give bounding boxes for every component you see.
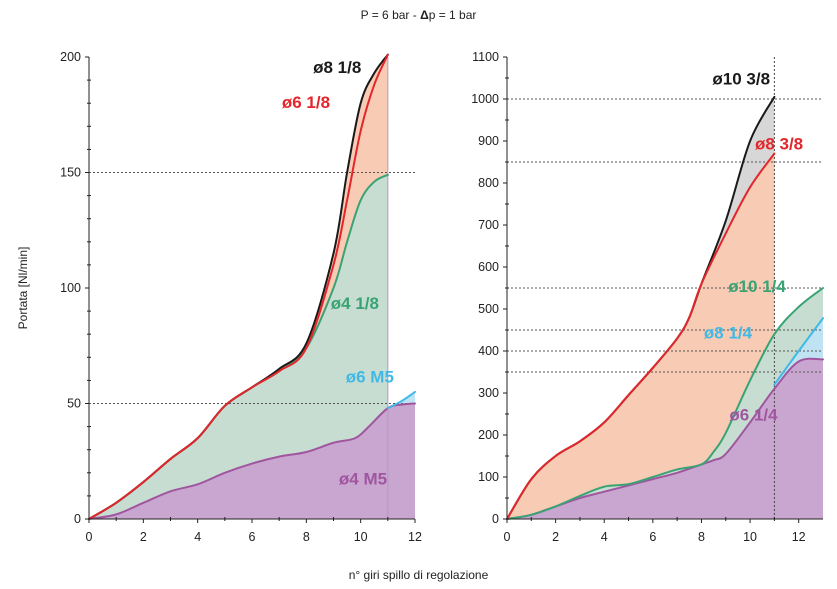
- chart-1-area--4-1-8: [89, 174, 388, 519]
- chart-1-area--4-M5: [89, 403, 415, 519]
- chart-2-y-tick-label: 800: [478, 176, 499, 190]
- chart-caption: P = 6 bar - Δp = 1 bar: [0, 8, 837, 22]
- chart-2-y-tick-label: 700: [478, 218, 499, 232]
- chart-1-x-tick-label: 6: [249, 530, 256, 544]
- chart-2-y-tick-label: 1100: [472, 50, 499, 64]
- chart-1-x-tick-label: 10: [354, 530, 368, 544]
- chart-1-x-tick-label: 0: [86, 530, 93, 544]
- chart-2-x-tick-label: 8: [698, 530, 705, 544]
- chart-2-y-tick-label: 900: [478, 134, 499, 148]
- chart-2-x-tick-label: 2: [552, 530, 559, 544]
- chart-1-y-tick-label: 100: [60, 281, 81, 295]
- chart-1-label--4-1-8: ø4 1/8: [331, 294, 379, 313]
- chart-2-line--8-3-8: [506, 152, 776, 520]
- chart-2-y-tick-label: 500: [478, 302, 499, 316]
- chart-2-area--8-3-8: [507, 153, 775, 519]
- chart-2-y-tick-label: 200: [478, 428, 499, 442]
- chart-2-x-tick-label: 10: [743, 530, 757, 544]
- chart-1-x-tick-label: 4: [194, 530, 201, 544]
- chart-1-label--8-1-8: ø8 1/8: [313, 58, 361, 77]
- chart-2-label--10-1-4: ø10 1/4: [728, 277, 786, 296]
- chart-1-x-tick-label: 8: [303, 530, 310, 544]
- x-axis-label: n° giri spillo di regolazione: [348, 568, 489, 582]
- chart-1-line--4-M5: [88, 402, 416, 520]
- chart-1-line--6-1-8: [88, 53, 389, 520]
- chart-2-label--10-3-8: ø10 3/8: [712, 70, 770, 89]
- chart-1-y-tick-label: 0: [74, 512, 81, 526]
- chart-1-label--6-M5: ø6 M5: [346, 368, 394, 387]
- chart-2-x-tick-label: 12: [792, 530, 806, 544]
- chart-2-label--6-1-4: ø6 1/4: [729, 405, 778, 424]
- chart-2-y-tick-label: 600: [478, 260, 499, 274]
- chart-1-line--6-M5: [386, 390, 416, 410]
- chart-1-y-tick-label: 200: [60, 50, 81, 64]
- chart-2-y-tick-label: 1000: [471, 92, 499, 106]
- chart-1-label--6-1-8: ø6 1/8: [282, 93, 330, 112]
- chart-1-x-tick-label: 2: [140, 530, 147, 544]
- chart-2-x-tick-label: 4: [601, 530, 608, 544]
- y-axis-label: Portata [Nl/min]: [16, 247, 30, 330]
- chart-2-label--8-1-4: ø8 1/4: [704, 323, 753, 342]
- caption-suffix: p = 1 bar: [428, 8, 477, 22]
- chart-2-y-tick-label: 300: [478, 386, 499, 400]
- chart-2-x-tick-label: 6: [649, 530, 656, 544]
- chart-1-y-tick-label: 150: [60, 166, 81, 180]
- chart-2-label--8-3-8: ø8 3/8: [755, 134, 803, 153]
- chart-1-y-tick-label: 50: [67, 397, 81, 411]
- caption-delta: Δ: [420, 8, 429, 22]
- chart-2-line--10-1-4: [506, 287, 824, 520]
- caption-prefix: P = 6 bar -: [360, 8, 421, 22]
- chart-2-y-tick-label: 400: [478, 344, 499, 358]
- chart-1-x-tick-label: 12: [408, 530, 422, 544]
- chart-2-x-tick-label: 0: [504, 530, 511, 544]
- chart-2-y-tick-label: 0: [492, 512, 499, 526]
- chart-2-line--8-1-4: [773, 317, 824, 386]
- chart-2-y-tick-label: 100: [478, 470, 499, 484]
- chart-1-label--4-M5: ø4 M5: [339, 469, 387, 488]
- chart-2-area--6-1-4: [507, 358, 823, 519]
